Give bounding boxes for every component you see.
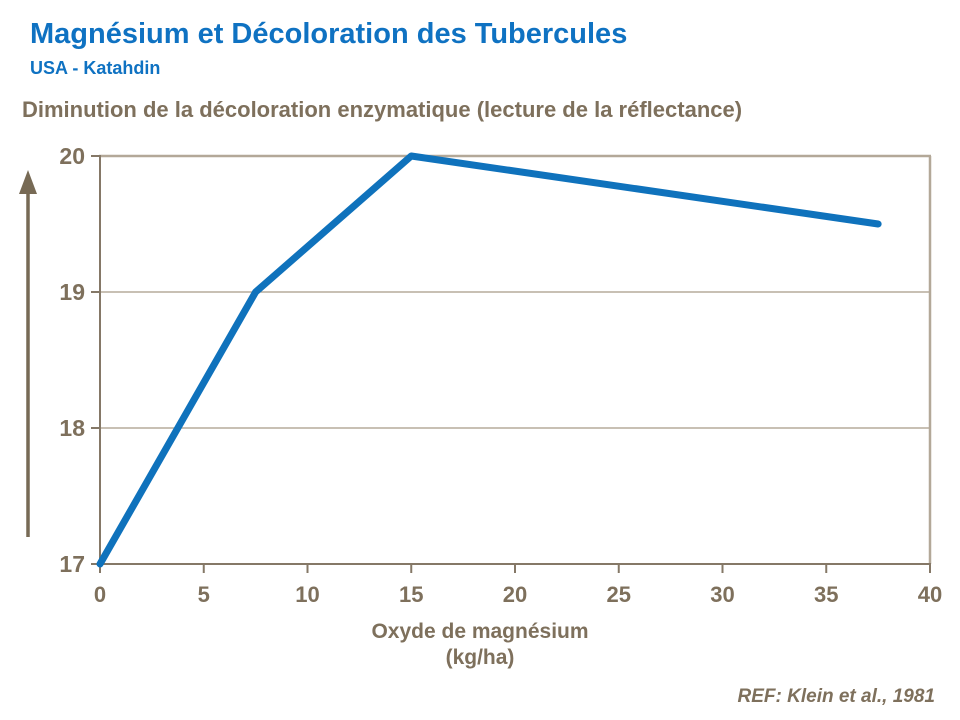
y-tick-label: 17 xyxy=(59,551,85,577)
x-tick-label: 30 xyxy=(710,582,734,607)
x-tick-label: 5 xyxy=(198,582,210,607)
x-axis-title-line2: (kg/ha) xyxy=(445,646,515,669)
y-tick-label: 20 xyxy=(59,143,85,169)
x-tick-label: 40 xyxy=(918,582,942,607)
x-tick-label: 25 xyxy=(607,582,631,607)
x-tick-label: 15 xyxy=(399,582,423,607)
x-tick-label: 10 xyxy=(295,582,319,607)
y-tick-label: 19 xyxy=(59,279,85,305)
page-title: Magnésium et Décoloration des Tubercules xyxy=(30,18,628,50)
y-axis-up-arrow-icon xyxy=(19,170,37,194)
x-tick-label: 0 xyxy=(94,582,106,607)
x-axis-title-line1: Oxyde de magnésium xyxy=(371,620,589,643)
section-heading: Diminution de la décoloration enzymatiqu… xyxy=(22,97,743,122)
data-line xyxy=(96,152,882,568)
y-tick-label: 18 xyxy=(59,415,85,441)
page-subtitle: USA - Katahdin xyxy=(30,58,161,78)
x-tick-label: 35 xyxy=(814,582,838,607)
x-tick-label: 20 xyxy=(503,582,527,607)
reference-text: REF: Klein et al., 1981 xyxy=(737,686,935,707)
x-axis-title: Oxyde de magnésium (kg/ha) xyxy=(230,619,730,671)
